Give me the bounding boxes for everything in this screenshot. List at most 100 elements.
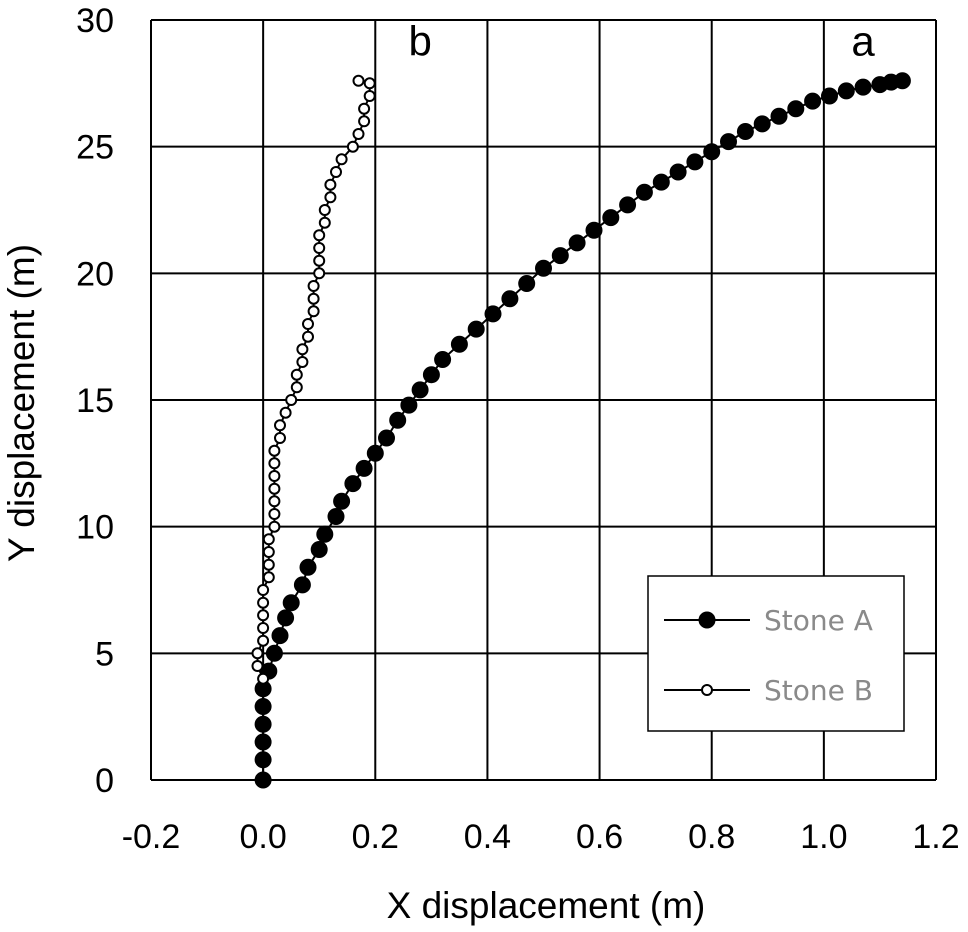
data-point [268,470,281,482]
data-point [268,457,281,470]
data-point [307,280,320,292]
data-point [268,508,281,520]
data-point [307,292,320,305]
data-point [484,305,502,323]
data-point [262,558,275,571]
annotation-label: a [851,17,875,64]
data-point [753,115,771,133]
data-point [302,318,314,330]
legend-marker [701,684,713,696]
data-point [518,275,536,292]
y-tick-label: 20 [76,255,114,293]
data-point [262,571,275,584]
data-point [703,143,721,161]
data-point [333,492,351,510]
x-tick-label: 1.0 [800,818,847,856]
data-point [346,140,359,153]
data-point [268,444,281,457]
data-point [296,356,309,368]
data-point [257,596,270,609]
legend-label: Stone B [764,674,873,707]
data-point [450,335,468,353]
data-point [358,102,371,115]
data-point [551,247,569,265]
y-axis-title: Y displacement (m) [1,244,42,562]
data-point [501,290,519,308]
data-point [352,128,365,140]
legend: Stone A Stone B [647,575,905,732]
x-axis-title: X displacement (m) [387,885,706,926]
data-point [770,107,788,125]
data-point [335,153,348,166]
legend-items: Stone A Stone B [664,604,873,707]
x-tick-label: 1.2 [912,818,959,856]
legend-box [647,575,905,732]
data-point [257,634,270,647]
data-point [821,87,838,105]
y-tick-label: 0 [95,762,114,800]
data-point [262,533,275,546]
data-point [310,541,328,558]
data-point [720,133,737,151]
data-point [290,381,303,394]
data-point [274,419,286,432]
data-point [262,546,275,558]
data-point [282,594,300,612]
series-line [256,79,371,680]
x-tick-label: 0.8 [688,818,735,856]
data-point [316,525,334,543]
data-point [257,584,270,596]
data-point [254,715,272,733]
annotations: ab [408,17,875,64]
data-point [787,100,805,118]
data-point [251,660,264,672]
data-point [254,751,272,769]
data-point [602,209,620,227]
data-point [302,330,314,343]
data-point [893,72,911,90]
legend-label: Stone A [764,604,873,637]
data-point [277,609,295,627]
data-point [619,196,637,214]
data-point [285,394,298,406]
annotation-label: b [408,17,431,64]
data-point [254,698,272,715]
data-point [669,163,687,181]
data-point [257,672,270,685]
x-tick-label: 0.2 [352,818,399,856]
series-stone-b [251,74,376,685]
data-point [363,90,376,102]
data-point [804,92,822,110]
data-point [635,183,653,201]
data-point [854,78,872,96]
data-point [307,305,320,318]
y-tick-label: 5 [95,635,114,673]
series-stone-a [254,72,911,789]
data-point [254,771,272,789]
data-point [535,259,552,277]
data-point [313,267,326,280]
x-tick-label: 0.6 [576,818,623,856]
data-point [324,191,337,204]
data-point [411,381,429,399]
series [251,72,911,789]
x-tick-label: 0.4 [464,818,511,856]
data-point [568,234,586,252]
data-point [358,115,371,128]
tick-labels: -0.2 0.0 0.2 0.4 0.6 0.8 1.0 1.2 0 5 10 15 20 25 30 [76,2,959,856]
data-point [434,351,452,368]
data-point [268,495,281,508]
data-point [268,482,281,495]
data-point [313,254,326,267]
data-point [400,396,418,414]
data-point [290,368,303,381]
data-point [467,320,485,338]
y-tick-label: 15 [76,382,114,420]
data-point [355,459,373,477]
data-point [265,644,283,662]
data-point [378,429,395,447]
data-point [293,576,311,594]
data-point [344,475,362,493]
